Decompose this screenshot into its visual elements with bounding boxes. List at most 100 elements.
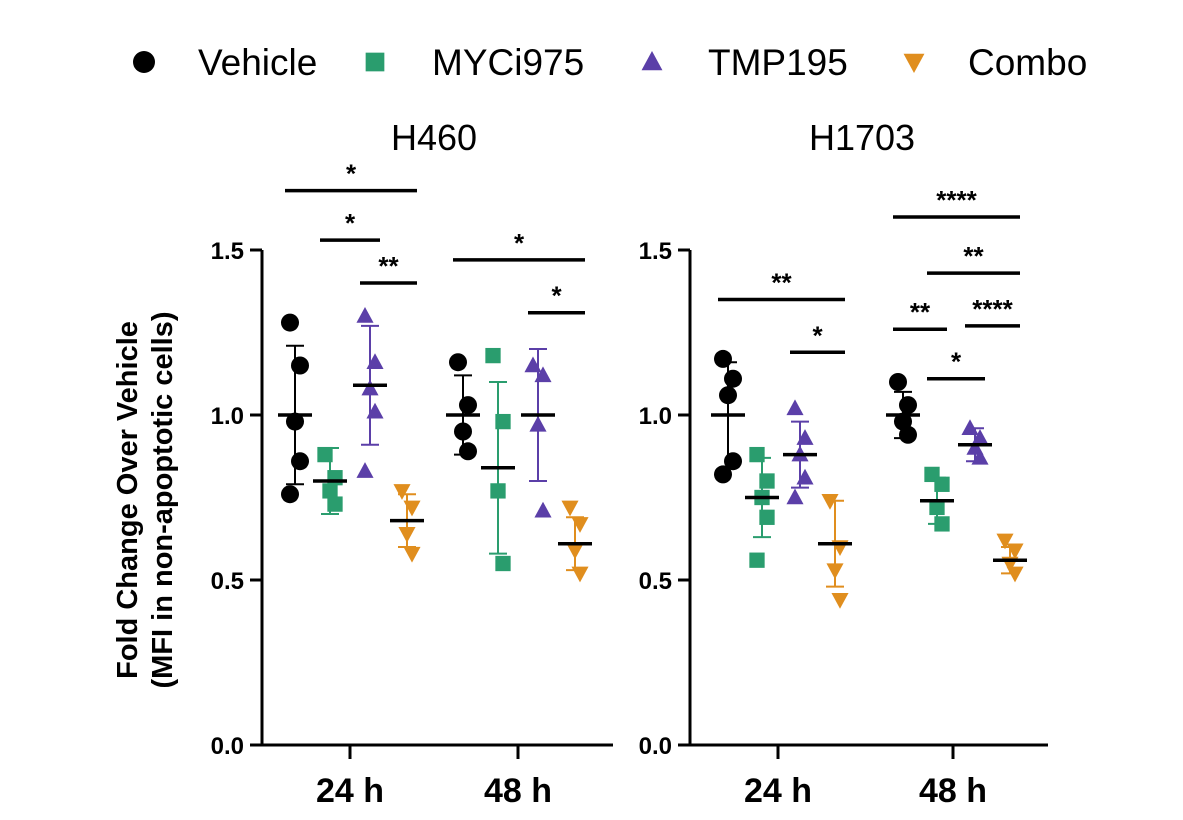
data-point-myci [485,347,501,364]
series-myci [920,466,954,532]
data-point-combo [398,527,416,543]
data-point-tmp [366,402,384,419]
y-tick-label: 0.0 [639,733,672,760]
significance-bracket: **** [893,185,1020,219]
data-point-vehicle [291,452,309,471]
y-tick-label: 1.5 [211,238,244,265]
data-point-myci [495,555,511,572]
data-point-myci [495,413,511,430]
significance-label: * [951,347,962,377]
data-point-tmp [786,399,804,416]
legend-marker-combo [903,53,925,73]
data-point-combo [1006,566,1024,583]
y-axis-title: Fold Change Over Vehicle (MFI in non-apo… [112,312,179,689]
significance-bracket: * [453,228,585,262]
y-tick-label: 0.0 [211,733,244,760]
significance-label: * [346,159,357,189]
panel-title: H1703 [809,117,915,158]
data-point-tmp [529,415,547,432]
legend-label-myci: MYCi975 [432,42,584,83]
data-point-myci [934,516,950,532]
series-combo [993,533,1027,583]
data-point-combo [831,593,849,609]
data-point-vehicle [459,442,477,461]
legend-item-combo: Combo [903,42,1087,83]
significance-label: **** [936,185,977,215]
legend-label-tmp: TMP195 [708,42,848,83]
significance-bracket: ** [893,297,947,331]
series-combo [818,494,852,609]
panel-title: H460 [391,117,477,158]
data-point-tmp [971,448,989,465]
data-point-vehicle [899,396,917,415]
data-point-vehicle [899,425,917,444]
data-point-vehicle [281,485,299,504]
significance-bracket: * [927,347,985,381]
legend-marker-myci [365,52,385,72]
data-point-myci [934,476,950,492]
legend-label-combo: Combo [968,42,1087,83]
data-point-vehicle [449,353,467,372]
significance-bracket: **** [965,294,1020,328]
data-point-combo [821,494,839,510]
legend: Vehicle MYCi975 TMP195 Combo [133,42,1087,83]
series-tmp [783,399,817,505]
significance-label: * [345,208,356,238]
series-vehicle [711,349,745,484]
series-vehicle [446,353,480,461]
group-48h: 48 h******** ***** [886,185,1027,810]
data-point-vehicle [714,349,732,368]
significance-bracket: * [528,281,585,315]
legend-item-myci: MYCi975 [365,42,584,83]
significance-label: * [551,281,562,311]
data-point-myci [317,446,333,463]
y-tick-label: 1.0 [639,403,672,430]
significance-label: * [812,320,823,350]
x-category-label: 48 h [484,772,552,810]
significance-label: **** [972,294,1013,324]
series-vehicle [278,313,312,504]
data-point-tmp [534,366,552,383]
data-point-myci [327,496,343,512]
group-48h: 48 h * * [446,228,592,810]
series-myci [481,347,515,572]
y-tick-label: 1.0 [211,403,244,430]
data-point-combo [996,533,1014,550]
series-myci [745,446,779,568]
data-point-combo [561,500,579,517]
legend-item-vehicle: Vehicle [133,42,317,83]
data-point-vehicle [281,313,299,332]
data-point-vehicle [719,386,737,405]
data-point-tmp [796,468,814,485]
data-point-vehicle [724,369,742,388]
series-tmp [353,307,387,478]
significance-bracket: * [320,208,380,242]
significance-label: ** [771,268,792,298]
data-point-tmp [524,356,542,373]
data-point-vehicle [286,412,304,431]
significance-bracket: ** [360,251,417,285]
data-point-myci [759,509,775,525]
legend-marker-vehicle [133,51,155,73]
legend-item-tmp: TMP195 [641,42,848,83]
data-point-combo [403,546,421,563]
data-point-combo [826,563,844,580]
significance-bracket: * [285,159,417,193]
significance-label: ** [963,241,984,271]
significance-bracket: ** [718,268,845,302]
data-point-combo [566,543,584,560]
data-point-tmp [961,419,979,435]
data-point-tmp [534,501,552,518]
x-category-label: 24 h [744,772,812,810]
group-24h: 24 h*** [711,268,852,810]
series-tmp [958,419,992,465]
data-point-myci [322,483,338,499]
series-combo [558,500,592,583]
series-myci [313,446,347,515]
group-24h: 24 h**** [278,159,424,810]
legend-label-vehicle: Vehicle [198,42,317,83]
data-point-myci [749,552,765,568]
data-point-myci [327,470,343,486]
